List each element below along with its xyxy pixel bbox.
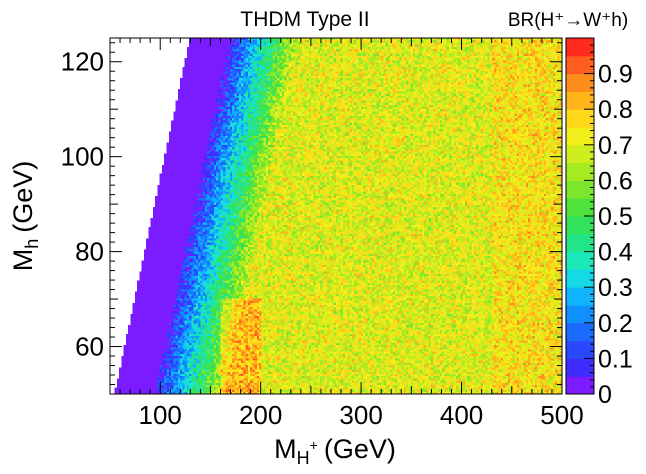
x-tick-label: 200 (239, 400, 282, 430)
colorbar (565, 37, 595, 395)
x-tick-label: 300 (339, 400, 382, 430)
chart-title: THDM Type II (240, 8, 369, 31)
colorbar-swatch (566, 73, 594, 92)
x-axis-label-sub: H (297, 448, 310, 468)
colorbar-swatch (566, 233, 594, 253)
x-axis-label: MH+ (GeV) (274, 434, 396, 468)
x-tick-label: 400 (440, 400, 483, 430)
x-axis-label-main: M (274, 434, 297, 464)
colorbar-tick-label: 0.1 (598, 345, 633, 373)
colorbar-tick-label: 0.3 (598, 274, 633, 302)
colorbar-swatch (566, 198, 594, 217)
x-tick-label: 100 (139, 400, 182, 430)
y-tick-label: 120 (61, 47, 104, 77)
colorbar-swatch (566, 55, 594, 75)
colorbar-swatch (566, 322, 594, 342)
y-tick-label: 60 (75, 332, 104, 362)
colorbar-swatch (566, 109, 594, 128)
y-tick-label: 80 (75, 237, 104, 267)
colorbar-swatch (566, 144, 594, 164)
y-axis-label-sub: h (22, 239, 42, 249)
x-axis-label-unit: (GeV) (324, 434, 396, 464)
colorbar-swatch (566, 340, 594, 359)
colorbar-swatch (566, 358, 594, 377)
colorbar-tick-label: 0 (598, 381, 612, 409)
colorbar-tick-label: 0.8 (598, 96, 633, 124)
colorbar-swatch (566, 376, 594, 395)
colorbar-swatch (566, 216, 594, 235)
plot-frame (109, 37, 563, 395)
colorbar-swatch (566, 287, 594, 306)
y-tick-label: 100 (61, 142, 104, 172)
y-axis-label-main: M (8, 249, 38, 272)
colorbar-swatch (566, 38, 594, 57)
colorbar-title: BR(H⁺→W⁺h) (508, 10, 628, 31)
colorbar-axis: 0 0.1 0.2 0.3 0.4 0.5 0.6 0.7 0.8 0.9 (584, 37, 633, 409)
colorbar-tick-label: 0.9 (598, 61, 633, 89)
y-axis-label: Mh (GeV) (8, 161, 42, 272)
y-axis-label-unit: (GeV) (8, 161, 38, 233)
colorbar-swatch (566, 251, 594, 270)
x-axis: 100 200 300 400 500 (119, 38, 584, 430)
colorbar-swatch (566, 269, 594, 288)
y-axis: 60 80 100 120 (61, 42, 562, 395)
colorbar-tick-label: 0.4 (598, 239, 633, 267)
x-tick-label: 500 (540, 400, 583, 430)
colorbar-swatch (566, 127, 594, 146)
x-axis-label-sup: + (310, 437, 318, 453)
colorbar-swatch (566, 162, 594, 181)
colorbar-swatch (566, 305, 594, 324)
colorbar-tick-label: 0.2 (598, 310, 633, 338)
colorbar-tick-label: 0.5 (598, 203, 633, 231)
colorbar-tick-label: 0.7 (598, 132, 633, 160)
colorbar-tick-label: 0.6 (598, 167, 633, 195)
colorbar-swatch (566, 180, 594, 199)
plot-area (109, 37, 563, 395)
heatmap-cells (110, 38, 562, 394)
colorbar-swatch (566, 91, 594, 110)
